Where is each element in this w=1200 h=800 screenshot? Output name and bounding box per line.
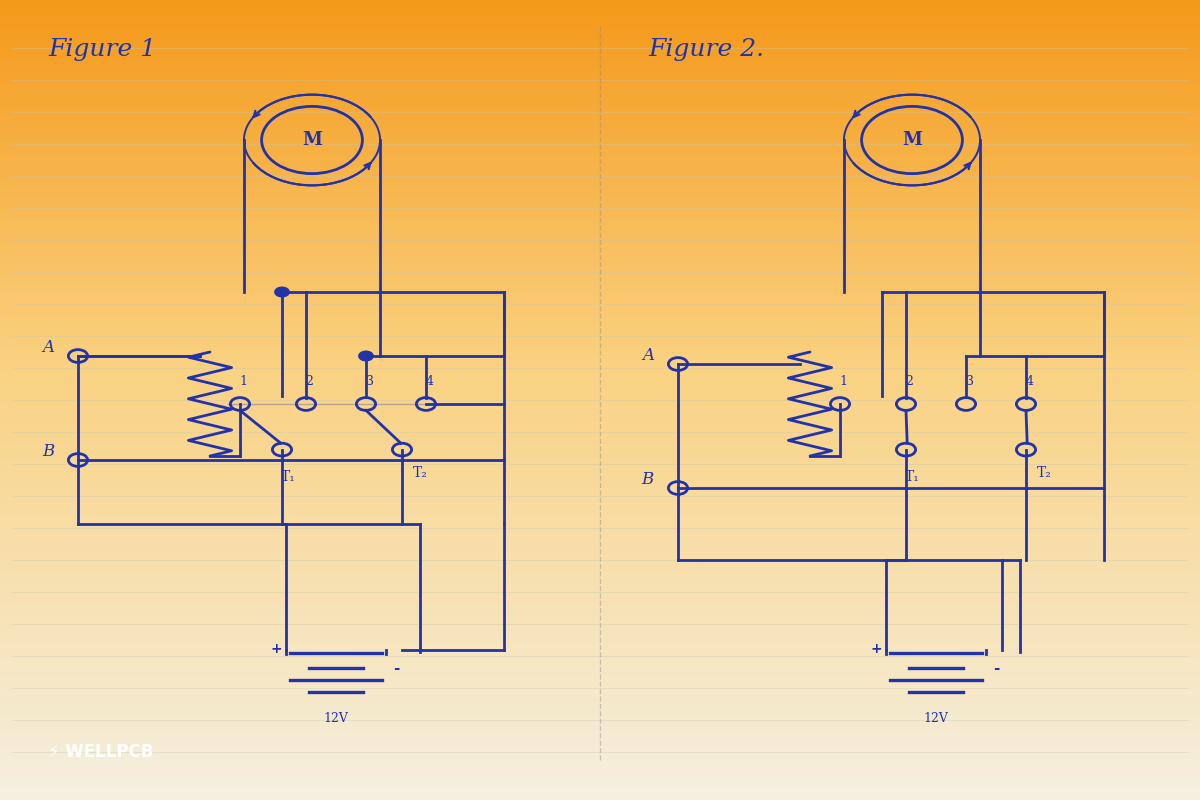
Text: T₂: T₂: [1037, 466, 1051, 480]
Text: T₂: T₂: [413, 466, 427, 480]
Text: 2: 2: [306, 375, 313, 388]
Text: +: +: [870, 642, 882, 656]
Text: 4: 4: [1026, 375, 1033, 388]
Text: M: M: [902, 131, 922, 149]
Text: -: -: [392, 661, 400, 675]
Text: 12V: 12V: [324, 712, 348, 725]
Circle shape: [275, 287, 289, 297]
Text: M: M: [302, 131, 322, 149]
Text: A: A: [42, 339, 54, 357]
Text: Figure 1: Figure 1: [48, 38, 156, 61]
Text: A: A: [642, 347, 654, 365]
Text: T₁: T₁: [905, 470, 919, 483]
Text: T₁: T₁: [281, 470, 295, 483]
Text: Figure 2.: Figure 2.: [648, 38, 764, 61]
Text: B: B: [642, 471, 654, 489]
Text: 12V: 12V: [924, 712, 948, 725]
Text: 4: 4: [426, 375, 433, 388]
Text: 1: 1: [240, 375, 247, 388]
Text: ⚡ WELLPCB: ⚡ WELLPCB: [48, 743, 154, 761]
Text: +: +: [270, 642, 282, 656]
Text: -: -: [992, 661, 1000, 675]
Circle shape: [359, 351, 373, 361]
Text: 3: 3: [366, 375, 373, 388]
Text: 3: 3: [966, 375, 973, 388]
Text: 2: 2: [906, 375, 913, 388]
Text: 1: 1: [840, 375, 847, 388]
Text: B: B: [42, 443, 54, 461]
